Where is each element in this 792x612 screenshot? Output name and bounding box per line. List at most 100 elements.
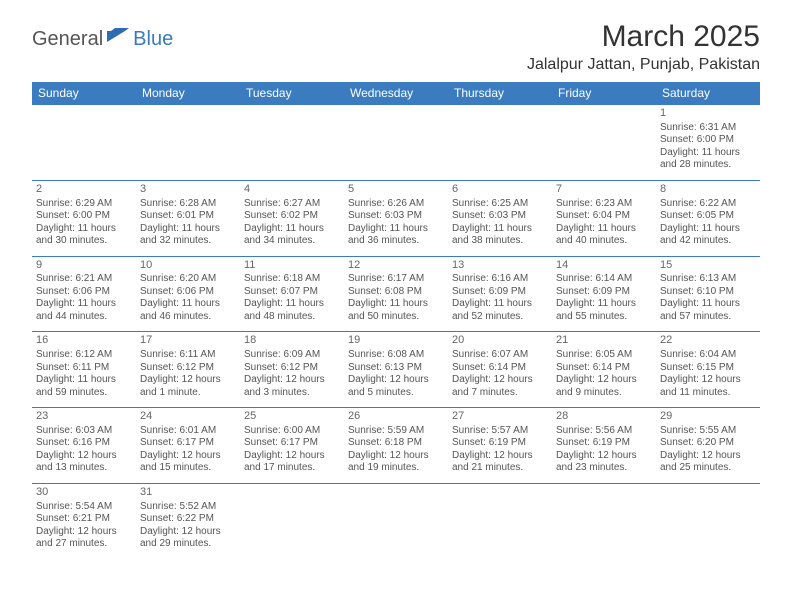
daylight-line1: Daylight: 11 hours <box>660 147 756 160</box>
daylight-line1: Daylight: 11 hours <box>244 298 340 311</box>
sunrise-line: Sunrise: 6:05 AM <box>556 349 652 362</box>
calendar-cell: 14Sunrise: 6:14 AMSunset: 6:09 PMDayligh… <box>552 256 656 332</box>
calendar-cell: 15Sunrise: 6:13 AMSunset: 6:10 PMDayligh… <box>656 256 760 332</box>
calendar-cell-empty <box>32 105 136 181</box>
sunrise-line: Sunrise: 6:11 AM <box>140 349 236 362</box>
calendar-cell-empty <box>240 483 344 558</box>
day-number: 4 <box>244 183 340 197</box>
daylight-line2: and 25 minutes. <box>660 462 756 475</box>
sunset-line: Sunset: 6:17 PM <box>140 437 236 450</box>
calendar-cell: 10Sunrise: 6:20 AMSunset: 6:06 PMDayligh… <box>136 256 240 332</box>
day-number: 19 <box>348 334 444 348</box>
daylight-line2: and 32 minutes. <box>140 235 236 248</box>
sunset-line: Sunset: 6:20 PM <box>660 437 756 450</box>
daylight-line1: Daylight: 12 hours <box>36 526 132 539</box>
logo-text-general: General <box>32 28 103 51</box>
logo-text-blue: Blue <box>133 28 173 51</box>
calendar-body: 1Sunrise: 6:31 AMSunset: 6:00 PMDaylight… <box>32 105 760 559</box>
calendar-row: 16Sunrise: 6:12 AMSunset: 6:11 PMDayligh… <box>32 332 760 408</box>
month-title: March 2025 <box>527 20 760 54</box>
daylight-line2: and 19 minutes. <box>348 462 444 475</box>
sunset-line: Sunset: 6:14 PM <box>556 362 652 375</box>
sunrise-line: Sunrise: 5:56 AM <box>556 425 652 438</box>
sunset-line: Sunset: 6:15 PM <box>660 362 756 375</box>
sunset-line: Sunset: 6:07 PM <box>244 286 340 299</box>
sunrise-line: Sunrise: 6:13 AM <box>660 273 756 286</box>
daylight-line2: and 30 minutes. <box>36 235 132 248</box>
sunrise-line: Sunrise: 6:12 AM <box>36 349 132 362</box>
daylight-line2: and 42 minutes. <box>660 235 756 248</box>
daylight-line1: Daylight: 12 hours <box>660 374 756 387</box>
calendar-row: 2Sunrise: 6:29 AMSunset: 6:00 PMDaylight… <box>32 180 760 256</box>
daylight-line2: and 23 minutes. <box>556 462 652 475</box>
day-header: Tuesday <box>240 82 344 105</box>
sunset-line: Sunset: 6:08 PM <box>348 286 444 299</box>
calendar-cell-empty <box>448 483 552 558</box>
sunrise-line: Sunrise: 5:57 AM <box>452 425 548 438</box>
sunset-line: Sunset: 6:06 PM <box>140 286 236 299</box>
calendar-cell: 6Sunrise: 6:25 AMSunset: 6:03 PMDaylight… <box>448 180 552 256</box>
calendar-page: General Blue March 2025 Jalalpur Jattan,… <box>0 0 792 569</box>
daylight-line2: and 15 minutes. <box>140 462 236 475</box>
daylight-line1: Daylight: 12 hours <box>244 374 340 387</box>
sunrise-line: Sunrise: 6:26 AM <box>348 198 444 211</box>
sunrise-line: Sunrise: 6:17 AM <box>348 273 444 286</box>
sunrise-line: Sunrise: 6:25 AM <box>452 198 548 211</box>
day-header: Thursday <box>448 82 552 105</box>
daylight-line2: and 27 minutes. <box>36 538 132 551</box>
daylight-line2: and 52 minutes. <box>452 311 548 324</box>
calendar-cell: 2Sunrise: 6:29 AMSunset: 6:00 PMDaylight… <box>32 180 136 256</box>
sunset-line: Sunset: 6:05 PM <box>660 210 756 223</box>
day-number: 2 <box>36 183 132 197</box>
calendar-cell: 1Sunrise: 6:31 AMSunset: 6:00 PMDaylight… <box>656 105 760 181</box>
calendar-cell: 25Sunrise: 6:00 AMSunset: 6:17 PMDayligh… <box>240 408 344 484</box>
daylight-line1: Daylight: 11 hours <box>36 223 132 236</box>
sunrise-line: Sunrise: 6:04 AM <box>660 349 756 362</box>
day-number: 15 <box>660 259 756 273</box>
sunrise-line: Sunrise: 5:52 AM <box>140 501 236 514</box>
calendar-cell-empty <box>240 105 344 181</box>
calendar-cell-empty <box>344 483 448 558</box>
calendar-cell: 11Sunrise: 6:18 AMSunset: 6:07 PMDayligh… <box>240 256 344 332</box>
sunrise-line: Sunrise: 6:29 AM <box>36 198 132 211</box>
title-block: March 2025 Jalalpur Jattan, Punjab, Paki… <box>527 20 760 74</box>
daylight-line2: and 34 minutes. <box>244 235 340 248</box>
daylight-line2: and 13 minutes. <box>36 462 132 475</box>
sunset-line: Sunset: 6:12 PM <box>140 362 236 375</box>
calendar-cell-empty <box>448 105 552 181</box>
sunset-line: Sunset: 6:18 PM <box>348 437 444 450</box>
daylight-line2: and 57 minutes. <box>660 311 756 324</box>
daylight-line1: Daylight: 11 hours <box>556 223 652 236</box>
daylight-line1: Daylight: 11 hours <box>660 298 756 311</box>
daylight-line2: and 48 minutes. <box>244 311 340 324</box>
sunset-line: Sunset: 6:09 PM <box>556 286 652 299</box>
daylight-line2: and 44 minutes. <box>36 311 132 324</box>
calendar-cell: 12Sunrise: 6:17 AMSunset: 6:08 PMDayligh… <box>344 256 448 332</box>
daylight-line1: Daylight: 11 hours <box>140 298 236 311</box>
day-header: Wednesday <box>344 82 448 105</box>
daylight-line2: and 50 minutes. <box>348 311 444 324</box>
daylight-line2: and 17 minutes. <box>244 462 340 475</box>
sunrise-line: Sunrise: 5:55 AM <box>660 425 756 438</box>
calendar-cell: 20Sunrise: 6:07 AMSunset: 6:14 PMDayligh… <box>448 332 552 408</box>
sunset-line: Sunset: 6:06 PM <box>36 286 132 299</box>
calendar-cell: 17Sunrise: 6:11 AMSunset: 6:12 PMDayligh… <box>136 332 240 408</box>
sunrise-line: Sunrise: 6:27 AM <box>244 198 340 211</box>
day-number: 22 <box>660 334 756 348</box>
calendar-cell: 27Sunrise: 5:57 AMSunset: 6:19 PMDayligh… <box>448 408 552 484</box>
sunset-line: Sunset: 6:16 PM <box>36 437 132 450</box>
daylight-line1: Daylight: 11 hours <box>660 223 756 236</box>
sunrise-line: Sunrise: 6:18 AM <box>244 273 340 286</box>
daylight-line1: Daylight: 11 hours <box>348 223 444 236</box>
calendar-cell: 26Sunrise: 5:59 AMSunset: 6:18 PMDayligh… <box>344 408 448 484</box>
daylight-line1: Daylight: 12 hours <box>140 450 236 463</box>
calendar-cell: 22Sunrise: 6:04 AMSunset: 6:15 PMDayligh… <box>656 332 760 408</box>
day-number: 3 <box>140 183 236 197</box>
sunrise-line: Sunrise: 5:54 AM <box>36 501 132 514</box>
day-number: 25 <box>244 410 340 424</box>
calendar-cell: 13Sunrise: 6:16 AMSunset: 6:09 PMDayligh… <box>448 256 552 332</box>
sunrise-line: Sunrise: 6:23 AM <box>556 198 652 211</box>
day-number: 24 <box>140 410 236 424</box>
calendar-cell-empty <box>552 483 656 558</box>
sunset-line: Sunset: 6:19 PM <box>556 437 652 450</box>
